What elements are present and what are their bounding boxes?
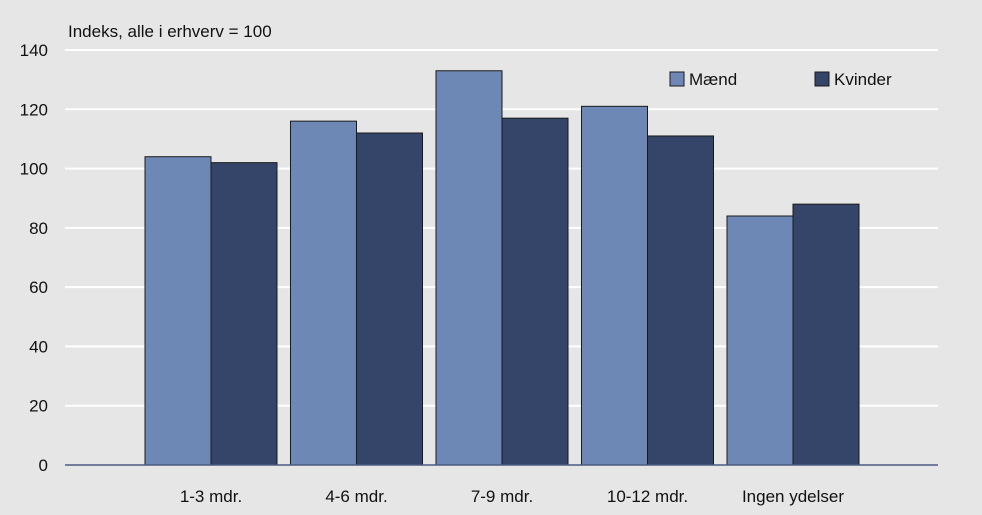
y-tick-label: 80 [29, 219, 48, 238]
bar-kvinder [356, 132, 423, 466]
y-tick-label: 60 [29, 278, 48, 297]
legend-swatch [814, 71, 830, 87]
y-tick-label: 140 [20, 41, 48, 60]
bar-kvinder [647, 135, 714, 466]
legend-label: Kvinder [834, 70, 892, 89]
y-axis-label: Indeks, alle i erhverv = 100 [68, 22, 272, 41]
legend: Mænd Kvinder [669, 70, 892, 89]
bar-maend [581, 105, 648, 466]
bar-maend [435, 70, 503, 466]
y-tick-label: 0 [39, 456, 48, 475]
bar-maend [290, 120, 357, 466]
bar-maend [726, 215, 794, 466]
bar-kvinder [210, 162, 278, 466]
bar-kvinder [792, 203, 860, 466]
x-tick-label: 4-6 mdr. [325, 487, 387, 506]
x-tick-label: 10-12 mdr. [607, 487, 688, 506]
legend-label: Mænd [689, 70, 737, 89]
y-tick-labels: 0 20 40 60 80 100 120 140 [20, 41, 48, 475]
bars [144, 70, 860, 466]
y-tick-label: 20 [29, 397, 48, 416]
x-tick-label: Ingen ydelser [742, 487, 844, 506]
legend-swatch [669, 71, 685, 87]
x-tick-label: 1-3 mdr. [180, 487, 242, 506]
bar-kvinder [501, 117, 569, 466]
x-tick-labels: 1-3 mdr. 4-6 mdr. 7-9 mdr. 10-12 mdr. Ingen … [180, 487, 845, 506]
y-tick-label: 40 [29, 337, 48, 356]
bar-maend [144, 156, 212, 466]
y-tick-label: 120 [20, 100, 48, 119]
x-tick-label: 7-9 mdr. [471, 487, 533, 506]
y-tick-label: 100 [20, 160, 48, 179]
